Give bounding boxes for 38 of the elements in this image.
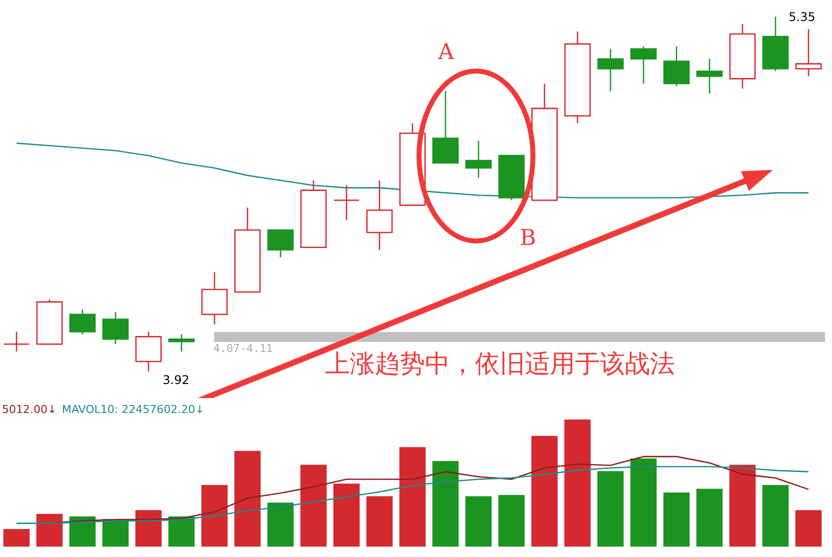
bar	[564, 419, 591, 547]
annotation: A	[437, 40, 456, 65]
bar	[498, 495, 525, 547]
candlestick	[333, 184, 360, 221]
bar	[762, 484, 789, 547]
bar	[102, 518, 129, 547]
bar	[366, 496, 393, 547]
bar	[168, 516, 195, 547]
bar	[36, 514, 63, 547]
bar	[663, 492, 690, 547]
bar	[267, 502, 294, 547]
bar	[696, 488, 723, 547]
candlestick	[696, 58, 723, 94]
bar	[333, 484, 360, 547]
bar	[432, 461, 459, 547]
bar	[234, 450, 261, 547]
bar	[300, 464, 327, 547]
bar	[399, 447, 426, 547]
bar	[597, 471, 624, 547]
candlestick	[3, 331, 30, 352]
annotation: 上涨趋势中，依旧适用于该战法	[325, 349, 675, 378]
bar	[729, 464, 756, 547]
candlestick	[795, 28, 822, 77]
bar	[465, 496, 492, 547]
bar	[795, 510, 822, 547]
candlestick	[168, 334, 195, 352]
bar	[135, 510, 162, 547]
text: MAVOL10: 22457602.20↓	[62, 403, 204, 416]
bar	[201, 484, 228, 547]
bar	[3, 529, 30, 547]
bar	[531, 436, 558, 547]
annotation: B	[520, 226, 536, 251]
annotation: 4.07-4.11	[213, 342, 273, 355]
bar	[630, 458, 657, 547]
bar	[69, 516, 96, 547]
text: 3.92	[162, 373, 190, 387]
text: 5012.00↓	[2, 403, 57, 416]
annotation: 5.35	[788, 10, 816, 24]
